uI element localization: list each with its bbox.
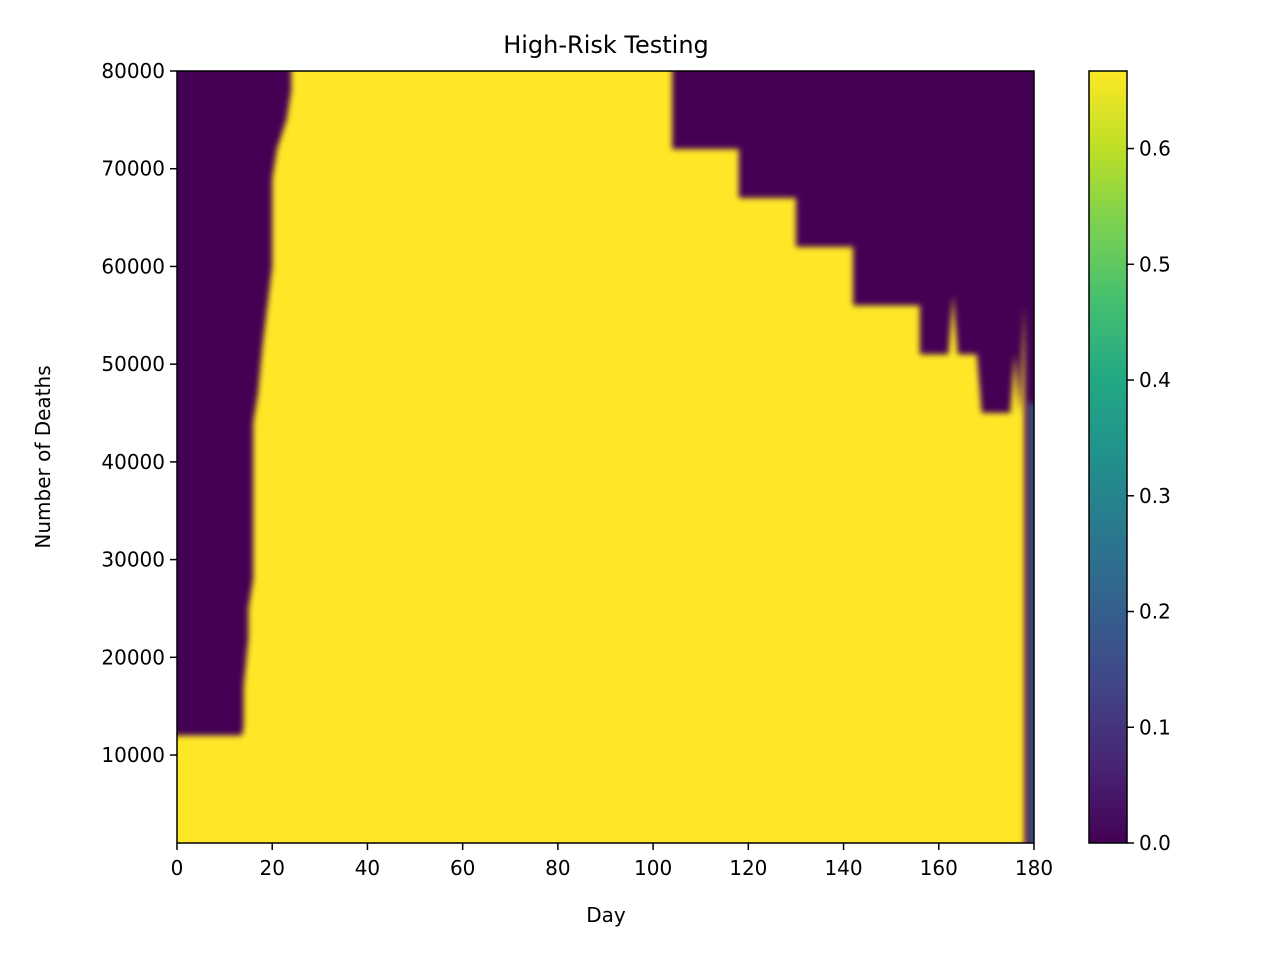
colorbar-tick-label: 0.3	[1139, 484, 1171, 508]
heatmap-regions	[177, 71, 1034, 843]
colorbar-ticks: 0.0 0.1 0.2 0.3 0.4 0.5 0.6	[1127, 137, 1171, 855]
plot-area	[177, 71, 1034, 843]
colorbar-tick-label: 0.1	[1139, 715, 1171, 739]
x-tick-label: 80	[545, 856, 570, 880]
x-tick-label: 40	[355, 856, 380, 880]
colorbar-gradient	[1088, 70, 1128, 844]
x-tick-label: 0	[171, 856, 184, 880]
x-tick-label: 160	[920, 856, 958, 880]
y-tick-label: 70000	[101, 157, 165, 181]
y-axis-label: Number of Deaths	[31, 365, 55, 548]
x-tick-label: 120	[729, 856, 767, 880]
colorbar-tick-label: 0.6	[1139, 137, 1171, 161]
x-tick-label: 60	[450, 856, 475, 880]
x-axis-label: Day	[586, 903, 626, 927]
high-value-region	[238, 71, 1025, 843]
x-axis-ticks: 0 20 40 60 80 100 120 140 160 180	[171, 843, 1053, 880]
x-tick-label: 140	[824, 856, 862, 880]
colorbar: 0.0 0.1 0.2 0.3 0.4 0.5 0.6	[1088, 70, 1171, 855]
y-tick-label: 40000	[101, 450, 165, 474]
y-tick-label: 60000	[101, 254, 165, 278]
right-edge-transition	[1029, 403, 1034, 843]
plot-frame	[176, 70, 1035, 844]
y-axis-ticks: 10000 20000 30000 40000 50000 60000 70000 80000	[101, 59, 177, 767]
y-tick-label: 30000	[101, 548, 165, 572]
y-tick-label: 20000	[101, 645, 165, 669]
x-tick-label: 180	[1015, 856, 1053, 880]
lower-left-high-region	[177, 735, 243, 843]
y-tick-label: 50000	[101, 352, 165, 376]
x-tick-label: 100	[634, 856, 672, 880]
colorbar-tick-label: 0.0	[1139, 831, 1171, 855]
x-tick-label: 20	[259, 856, 284, 880]
y-tick-label: 10000	[101, 743, 165, 767]
y-tick-label: 80000	[101, 59, 165, 83]
colorbar-tick-label: 0.4	[1139, 368, 1171, 392]
chart-title: High-Risk Testing	[503, 31, 709, 59]
colorbar-tick-label: 0.5	[1139, 252, 1171, 276]
colorbar-tick-label: 0.2	[1139, 600, 1171, 624]
